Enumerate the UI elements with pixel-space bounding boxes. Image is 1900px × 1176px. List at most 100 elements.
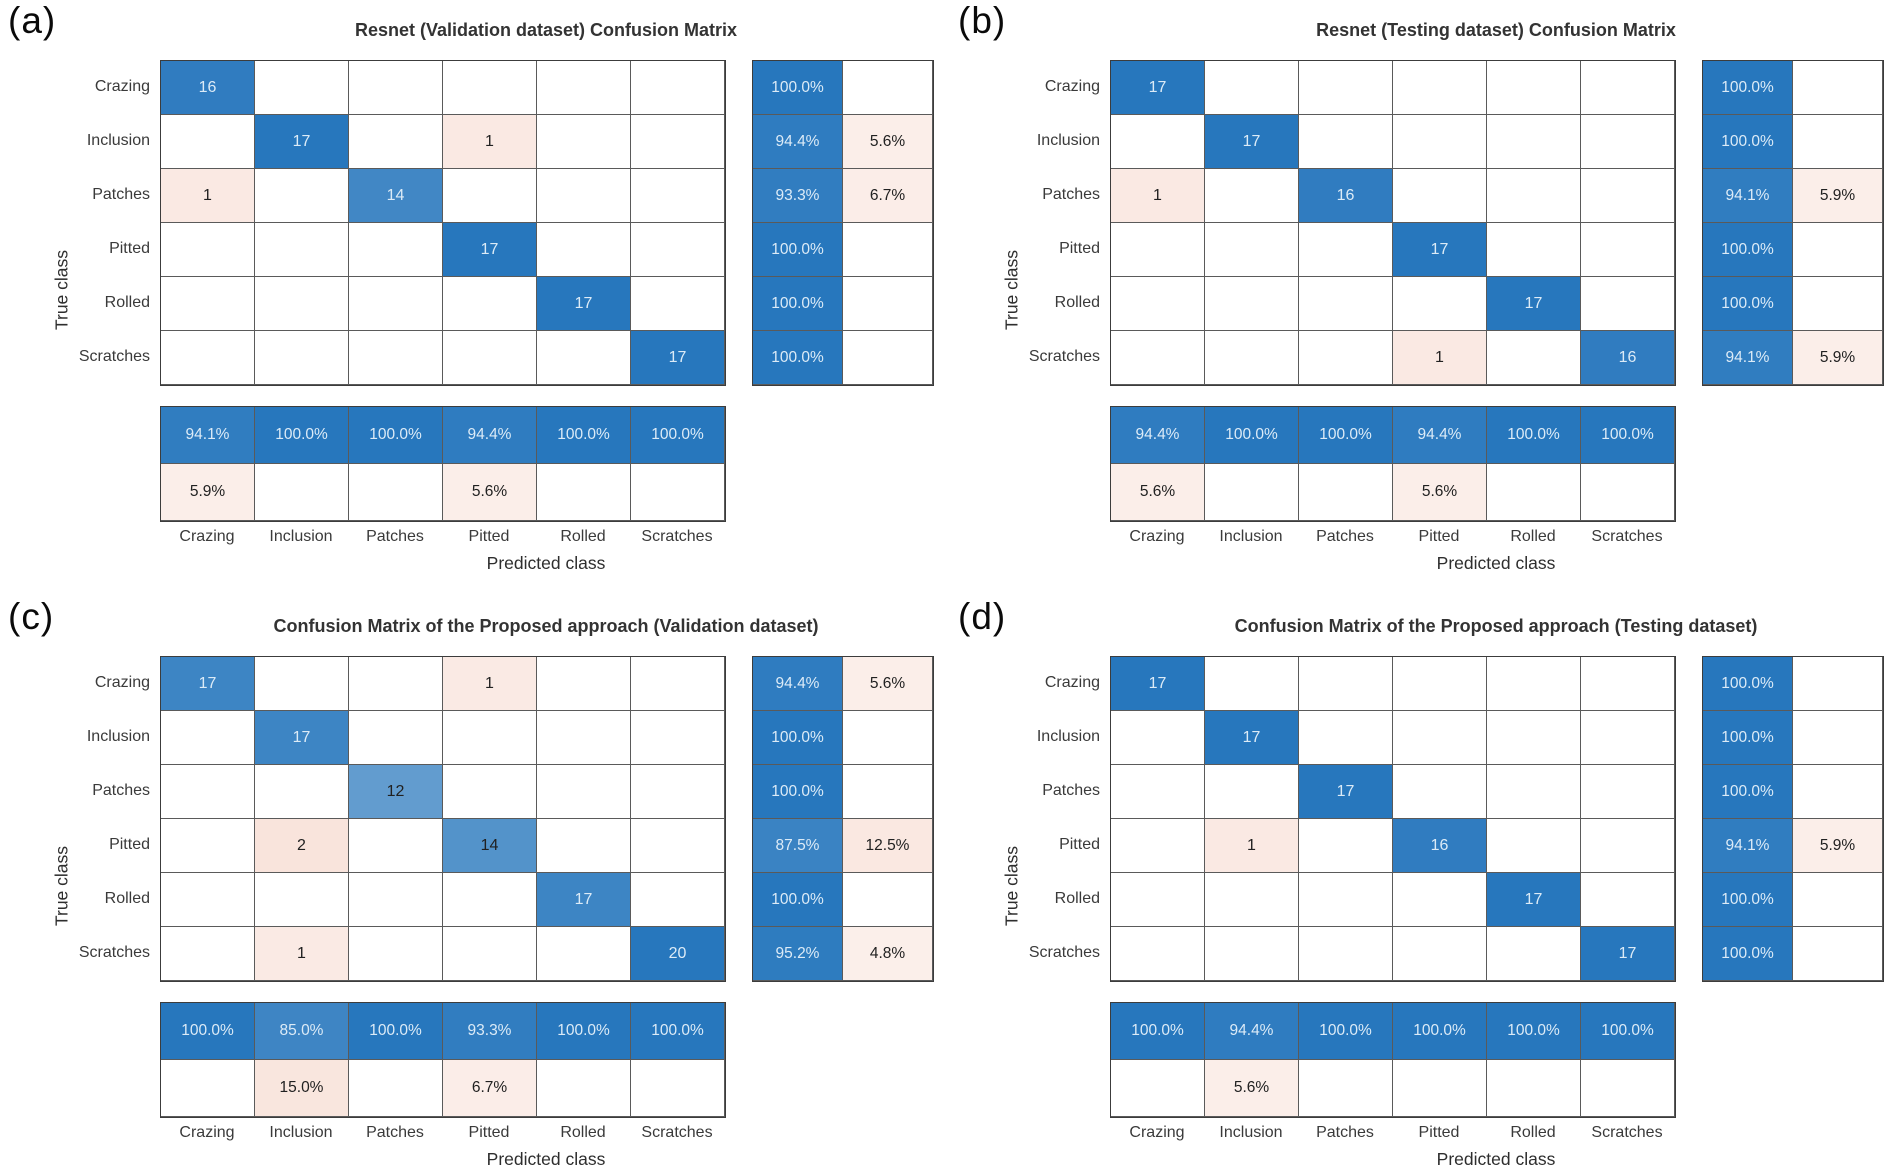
- col-summary-cell: 100.0%: [1581, 407, 1675, 464]
- matrix-cell: [1299, 657, 1393, 711]
- x-tick-label: Patches: [366, 528, 424, 545]
- row-summary-cell: 5.9%: [1793, 331, 1883, 385]
- col-summary-cell: [537, 1060, 631, 1117]
- matrix-cell: [1581, 765, 1675, 819]
- matrix-cell: [1487, 169, 1581, 223]
- matrix-cell: [631, 277, 725, 331]
- y-tick-label: Crazing: [94, 674, 150, 691]
- y-tick-label: Inclusion: [1036, 132, 1100, 149]
- matrix-cell: 17: [1581, 927, 1675, 981]
- row-summary-cell: 5.9%: [1793, 819, 1883, 873]
- matrix-cell: [1299, 711, 1393, 765]
- x-tick-label: Inclusion: [269, 528, 333, 545]
- matrix-cell: [1205, 873, 1299, 927]
- confusion-chart-c: Crazing Inclusion Patches Pitted Rolled Scrat…: [0, 596, 950, 1176]
- panel-label-d: (d): [958, 596, 1007, 637]
- matrix-cell: [631, 765, 725, 819]
- matrix-cell: [161, 331, 255, 385]
- matrix-cell: [1205, 331, 1299, 385]
- y-tick-label: Inclusion: [86, 728, 150, 745]
- x-tick-label: Pitted: [1418, 1124, 1460, 1141]
- matrix-cell: [1581, 223, 1675, 277]
- chart-title-b: Resnet (Testing dataset) Confusion Matri…: [1316, 20, 1676, 40]
- row-summary-grid: 100.0% 100.0% 94.1% 5.9% 100.0% 100.0% 94.1% 5.…: [1702, 60, 1884, 386]
- col-summary-cell: 100.0%: [1111, 1003, 1205, 1060]
- matrix-cell: [1299, 61, 1393, 115]
- col-summary-grid: 94.4% 100.0% 100.0% 94.4% 100.0% 100.0% 5.6% 5.…: [1110, 406, 1676, 522]
- matrix-cell: [1111, 927, 1205, 981]
- matrix-cell: [349, 61, 443, 115]
- matrix-cell: [1111, 765, 1205, 819]
- matrix-cell: [1111, 331, 1205, 385]
- matrix-cell: [161, 277, 255, 331]
- col-summary-cell: 5.6%: [1111, 464, 1205, 521]
- col-summary-cell: 85.0%: [255, 1003, 349, 1060]
- col-summary-cell: 100.0%: [1299, 1003, 1393, 1060]
- y-tick-label: Rolled: [104, 294, 150, 311]
- matrix-cell: [1487, 711, 1581, 765]
- matrix-cell: [161, 873, 255, 927]
- x-tick-label: Rolled: [560, 528, 606, 545]
- row-summary-cell: 4.8%: [843, 927, 933, 981]
- col-summary-cell: 94.4%: [1111, 407, 1205, 464]
- x-tick-label: Crazing: [1129, 528, 1185, 545]
- matrix-cell: 20: [631, 927, 725, 981]
- panel-c: (c) Confusion Matrix of the Proposed app…: [0, 596, 950, 1176]
- chart-title-a: Resnet (Validation dataset) Confusion Ma…: [354, 20, 738, 40]
- matrix-cell: 17: [255, 711, 349, 765]
- matrix-cell: [443, 873, 537, 927]
- matrix-cell: [1299, 873, 1393, 927]
- row-summary-grid: 94.4% 5.6% 100.0% 100.0% 87.5% 12.5% 100.0% 95.…: [752, 656, 934, 982]
- col-summary-grid: 100.0% 85.0% 100.0% 93.3% 100.0% 100.0% 15.0% 6…: [160, 1002, 726, 1118]
- matrix-cell: [255, 61, 349, 115]
- matrix-cell: 17: [1205, 711, 1299, 765]
- matrix-cell: [349, 711, 443, 765]
- row-summary-cell: [843, 765, 933, 819]
- matrix-cell: [349, 223, 443, 277]
- col-summary-cell: 94.4%: [1205, 1003, 1299, 1060]
- row-summary-cell: 5.9%: [1793, 169, 1883, 223]
- matrix-cell: [1205, 927, 1299, 981]
- row-summary-cell: 94.1%: [1703, 331, 1793, 385]
- matrix-cell: [255, 765, 349, 819]
- matrix-cell: 17: [537, 873, 631, 927]
- matrix-cell: [1111, 277, 1205, 331]
- row-summary-cell: 12.5%: [843, 819, 933, 873]
- matrix-cell: [537, 765, 631, 819]
- confusion-chart-d: Crazing Inclusion Patches Pitted Rolled Scrat…: [950, 596, 1900, 1176]
- matrix-cell: [1581, 115, 1675, 169]
- matrix-cell: 16: [161, 61, 255, 115]
- row-summary-cell: [843, 711, 933, 765]
- row-summary-cell: [1793, 765, 1883, 819]
- matrix-cell: [1393, 711, 1487, 765]
- matrix-cell: [349, 927, 443, 981]
- matrix-cell: 17: [1487, 277, 1581, 331]
- chart-title-c: Confusion Matrix of the Proposed approac…: [273, 616, 819, 636]
- x-tick-label: Inclusion: [1219, 528, 1283, 545]
- matrix-cell: [631, 711, 725, 765]
- y-tick-label: Inclusion: [1036, 728, 1100, 745]
- matrix-cell: [537, 331, 631, 385]
- matrix-cell: [349, 819, 443, 873]
- col-summary-cell: [1299, 1060, 1393, 1117]
- row-summary-cell: 100.0%: [1703, 927, 1793, 981]
- matrix-cell: [161, 115, 255, 169]
- y-tick-label: Patches: [92, 782, 150, 799]
- matrix-grid: 16 17 1 1 14 17 17 17: [160, 60, 726, 386]
- y-tick-label: Scratches: [78, 944, 150, 961]
- matrix-cell: [161, 223, 255, 277]
- row-summary-cell: [843, 277, 933, 331]
- row-summary-cell: 95.2%: [753, 927, 843, 981]
- matrix-cell: 1: [161, 169, 255, 223]
- x-axis-title: Predicted class: [486, 1149, 606, 1169]
- row-summary-cell: 100.0%: [1703, 277, 1793, 331]
- x-tick-label: Crazing: [1129, 1124, 1185, 1141]
- matrix-cell: [1111, 819, 1205, 873]
- row-summary-cell: 100.0%: [753, 331, 843, 385]
- row-summary-cell: 100.0%: [753, 765, 843, 819]
- row-summary-cell: [843, 873, 933, 927]
- matrix-cell: [1487, 765, 1581, 819]
- matrix-grid: 17 1 17 12 2 14 17 1 20: [160, 656, 726, 982]
- col-summary-cell: 100.0%: [1299, 407, 1393, 464]
